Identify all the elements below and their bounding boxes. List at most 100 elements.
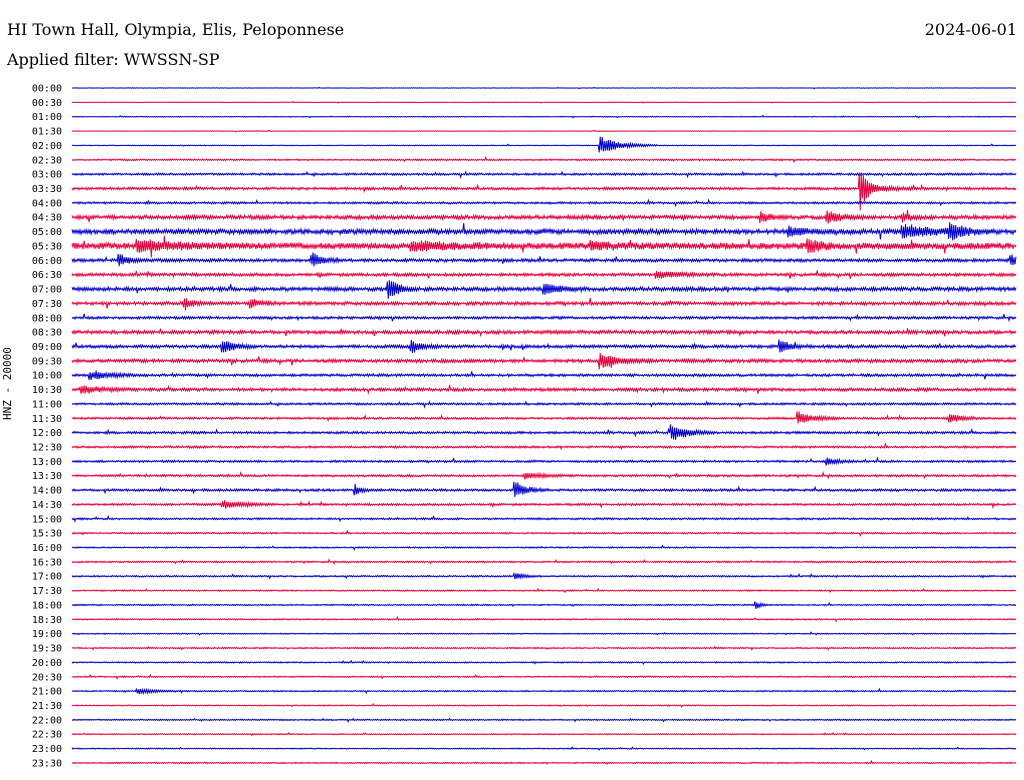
row-label: 10:30 bbox=[32, 385, 62, 396]
row-label: 19:30 bbox=[32, 644, 62, 655]
filter-label: Applied filter: WWSSN-SP bbox=[7, 50, 220, 69]
trace-row bbox=[71, 172, 1017, 211]
row-label: 07:00 bbox=[32, 285, 62, 296]
trace-row bbox=[71, 424, 1017, 440]
row-label: 11:00 bbox=[32, 399, 62, 410]
row-label: 13:00 bbox=[32, 457, 62, 468]
row-label: 00:00 bbox=[32, 84, 62, 95]
trace-row bbox=[71, 456, 1017, 466]
row-label: 19:00 bbox=[32, 629, 62, 640]
row-label: 09:30 bbox=[32, 356, 62, 367]
trace-row bbox=[71, 645, 1017, 651]
trace-row bbox=[71, 209, 1017, 224]
row-label: 16:00 bbox=[32, 543, 62, 554]
trace-row bbox=[71, 717, 1017, 723]
station-title: HI Town Hall, Olympia, Elis, Peloponnese bbox=[7, 20, 345, 39]
trace-row bbox=[71, 601, 1017, 609]
row-label: 04:30 bbox=[32, 213, 62, 224]
trace-row bbox=[71, 481, 1017, 498]
row-label: 02:30 bbox=[32, 155, 62, 166]
trace-row bbox=[71, 631, 1017, 637]
trace-row bbox=[71, 313, 1017, 323]
trace-row bbox=[71, 328, 1017, 338]
trace-row bbox=[71, 587, 1017, 594]
row-label: 18:00 bbox=[32, 600, 62, 611]
trace-row bbox=[71, 384, 1017, 395]
trace-row bbox=[71, 235, 1017, 258]
trace-row bbox=[71, 442, 1017, 451]
trace-row bbox=[71, 571, 1017, 580]
row-label: 15:30 bbox=[32, 529, 62, 540]
trace-row bbox=[71, 500, 1017, 510]
trace-row bbox=[71, 529, 1017, 538]
trace-row bbox=[71, 731, 1017, 737]
trace-row bbox=[71, 270, 1017, 280]
row-label: 21:30 bbox=[32, 701, 62, 712]
trace-row bbox=[71, 544, 1017, 551]
row-label: 14:00 bbox=[32, 486, 62, 497]
trace-row bbox=[71, 352, 1017, 370]
row-label: 09:00 bbox=[32, 342, 62, 353]
row-label: 01:30 bbox=[32, 127, 62, 138]
row-label: 23:30 bbox=[32, 758, 62, 769]
row-label: 02:00 bbox=[32, 141, 62, 152]
trace-row bbox=[71, 170, 1017, 179]
row-label: 17:00 bbox=[32, 572, 62, 583]
trace-row bbox=[71, 687, 1017, 696]
trace-row bbox=[71, 759, 1017, 765]
trace-row bbox=[71, 746, 1017, 751]
row-label: 03:00 bbox=[32, 170, 62, 181]
trace-row bbox=[71, 252, 1017, 267]
row-label: 12:30 bbox=[32, 443, 62, 454]
row-label: 17:30 bbox=[32, 586, 62, 597]
trace-row bbox=[71, 129, 1017, 133]
trace-row bbox=[71, 101, 1017, 104]
row-label: 00:30 bbox=[32, 98, 62, 109]
trace-row bbox=[71, 702, 1017, 708]
row-label: 15:00 bbox=[32, 514, 62, 525]
row-label: 23:00 bbox=[32, 744, 62, 755]
row-label: 20:00 bbox=[32, 658, 62, 669]
row-label: 05:30 bbox=[32, 241, 62, 252]
date-label: 2024-06-01 bbox=[924, 20, 1017, 39]
trace-row bbox=[71, 136, 1017, 153]
row-label: 04:00 bbox=[32, 198, 62, 209]
row-label: 01:00 bbox=[32, 112, 62, 123]
row-label: 08:00 bbox=[32, 313, 62, 324]
trace-row bbox=[71, 615, 1017, 623]
trace-row bbox=[71, 280, 1017, 299]
row-label: 10:00 bbox=[32, 371, 62, 382]
trace-row bbox=[71, 114, 1017, 119]
row-label: 05:00 bbox=[32, 227, 62, 238]
row-label: 22:00 bbox=[32, 715, 62, 726]
trace-row bbox=[71, 411, 1017, 424]
trace-row bbox=[71, 86, 1017, 90]
trace-row bbox=[71, 198, 1017, 208]
trace-row bbox=[71, 370, 1017, 380]
row-label: 11:30 bbox=[32, 414, 62, 425]
trace-row bbox=[71, 222, 1017, 241]
trace-row bbox=[71, 339, 1017, 354]
row-label: 21:00 bbox=[32, 687, 62, 698]
row-label: 03:30 bbox=[32, 184, 62, 195]
trace-row bbox=[71, 514, 1017, 523]
row-label: 06:00 bbox=[32, 256, 62, 267]
row-label: 20:30 bbox=[32, 672, 62, 683]
trace-row bbox=[71, 673, 1017, 680]
row-label: 18:30 bbox=[32, 615, 62, 626]
row-label: 06:30 bbox=[32, 270, 62, 281]
row-label: 16:30 bbox=[32, 557, 62, 568]
trace-row bbox=[71, 471, 1017, 480]
trace-row bbox=[71, 659, 1017, 665]
row-label: 14:30 bbox=[32, 500, 62, 511]
row-label: 13:30 bbox=[32, 471, 62, 482]
row-label: 22:30 bbox=[32, 730, 62, 741]
trace-row bbox=[71, 558, 1017, 565]
trace-row bbox=[71, 155, 1017, 164]
row-label: 08:30 bbox=[32, 328, 62, 339]
trace-row bbox=[71, 297, 1017, 310]
row-label: 07:30 bbox=[32, 299, 62, 310]
row-label: 12:00 bbox=[32, 428, 62, 439]
trace-row bbox=[71, 400, 1017, 409]
